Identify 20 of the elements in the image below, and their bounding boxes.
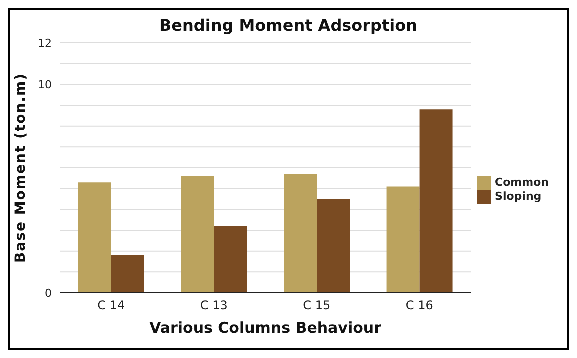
- y-tick-label: 10: [38, 78, 52, 92]
- bar: [420, 110, 453, 293]
- legend-label: Common: [495, 176, 549, 190]
- bar: [214, 226, 248, 293]
- bar: [386, 186, 420, 293]
- bar: [317, 199, 350, 293]
- y-axis-title: Base Moment (ton.m): [12, 73, 29, 263]
- legend-label: Sloping: [495, 190, 542, 204]
- x-tick-label: C 16: [406, 298, 434, 313]
- bar: [111, 256, 144, 293]
- bar: [78, 182, 112, 293]
- bar: [181, 176, 214, 293]
- x-tick-label: C 15: [303, 298, 331, 313]
- x-tick-label: C 14: [98, 298, 126, 313]
- y-tick-label: 12: [38, 36, 52, 50]
- bar: [284, 174, 318, 293]
- x-axis-title: Various Columns Behaviour: [150, 319, 382, 337]
- y-tick-label: 0: [45, 286, 52, 300]
- x-tick-label: C 13: [200, 298, 228, 313]
- chart-title: Bending Moment Adsorption: [158, 16, 419, 35]
